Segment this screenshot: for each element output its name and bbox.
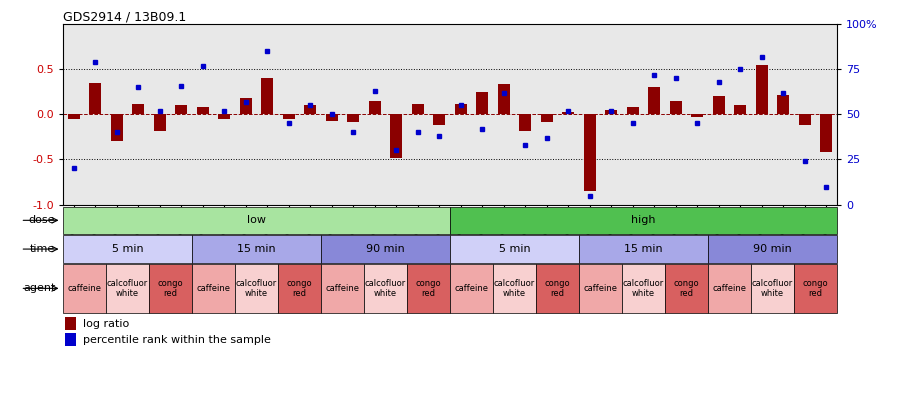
Bar [691, 115, 703, 117]
Bar [450, 207, 837, 234]
Bar [407, 264, 450, 313]
Bar [799, 115, 811, 125]
Bar [283, 115, 294, 119]
Bar [65, 317, 76, 330]
Bar [820, 115, 832, 152]
Text: congo
red: congo red [803, 279, 828, 298]
Text: high: high [631, 215, 656, 225]
Bar [476, 92, 488, 115]
Bar [541, 115, 553, 122]
Bar [132, 104, 144, 115]
Text: caffeine: caffeine [196, 284, 230, 293]
Bar [364, 264, 407, 313]
Bar [192, 235, 321, 263]
Bar [562, 112, 574, 115]
Text: calcofluor
white: calcofluor white [623, 279, 664, 298]
Bar [778, 95, 789, 115]
Bar [321, 235, 450, 263]
Text: 90 min: 90 min [753, 244, 792, 254]
Text: log ratio: log ratio [83, 319, 129, 328]
Bar [756, 65, 768, 115]
Text: percentile rank within the sample: percentile rank within the sample [83, 335, 271, 345]
Text: calcofluor
white: calcofluor white [752, 279, 793, 298]
Bar [106, 264, 149, 313]
Text: dose: dose [29, 215, 55, 225]
Bar [192, 264, 235, 313]
Bar [261, 79, 274, 115]
Bar [433, 115, 446, 125]
Bar [579, 264, 622, 313]
Bar [648, 87, 661, 115]
Text: caffeine: caffeine [454, 284, 489, 293]
Text: calcofluor
white: calcofluor white [107, 279, 148, 298]
Bar [369, 101, 381, 115]
Bar [412, 104, 424, 115]
Text: congo
red: congo red [287, 279, 312, 298]
Bar [176, 105, 187, 115]
Bar [391, 115, 402, 158]
Bar [304, 105, 316, 115]
Text: caffeine: caffeine [713, 284, 746, 293]
Bar [450, 235, 579, 263]
Bar [622, 264, 665, 313]
Text: calcofluor
white: calcofluor white [236, 279, 277, 298]
Text: congo
red: congo red [416, 279, 441, 298]
Bar [154, 115, 166, 131]
Bar [665, 264, 708, 313]
Text: congo
red: congo red [158, 279, 184, 298]
Bar [89, 83, 101, 115]
Bar [278, 264, 321, 313]
Text: 15 min: 15 min [238, 244, 275, 254]
Text: caffeine: caffeine [583, 284, 617, 293]
Text: time: time [30, 244, 55, 254]
Bar [606, 110, 617, 115]
Text: congo
red: congo red [674, 279, 699, 298]
Bar [626, 107, 639, 115]
Bar [708, 264, 751, 313]
Bar [498, 84, 509, 115]
Bar [63, 264, 106, 313]
Bar [670, 101, 681, 115]
Text: 90 min: 90 min [366, 244, 405, 254]
Bar [65, 333, 76, 346]
Text: caffeine: caffeine [68, 284, 102, 293]
Text: 5 min: 5 min [112, 244, 143, 254]
Bar [326, 115, 338, 121]
Text: calcofluor
white: calcofluor white [364, 279, 406, 298]
Text: GDS2914 / 13B09.1: GDS2914 / 13B09.1 [63, 10, 186, 23]
Text: 5 min: 5 min [499, 244, 530, 254]
Bar [219, 115, 230, 119]
Bar [713, 96, 725, 115]
Text: caffeine: caffeine [326, 284, 359, 293]
Bar [450, 264, 493, 313]
Bar [794, 264, 837, 313]
Bar [734, 105, 746, 115]
Bar [454, 104, 467, 115]
Bar [197, 107, 209, 115]
Bar [536, 264, 579, 313]
Bar [239, 98, 252, 115]
Bar [579, 235, 708, 263]
Bar [111, 115, 122, 141]
Text: congo
red: congo red [544, 279, 571, 298]
Bar [63, 235, 192, 263]
Bar [751, 264, 794, 313]
Text: calcofluor
white: calcofluor white [494, 279, 536, 298]
Bar [321, 264, 364, 313]
Bar [347, 115, 359, 122]
Bar [68, 115, 80, 119]
Bar [63, 207, 450, 234]
Bar [584, 115, 596, 191]
Text: agent: agent [22, 284, 55, 293]
Bar [519, 115, 531, 131]
Bar [493, 264, 536, 313]
Text: 15 min: 15 min [625, 244, 662, 254]
Bar [235, 264, 278, 313]
Bar [708, 235, 837, 263]
Bar [149, 264, 192, 313]
Text: low: low [247, 215, 266, 225]
